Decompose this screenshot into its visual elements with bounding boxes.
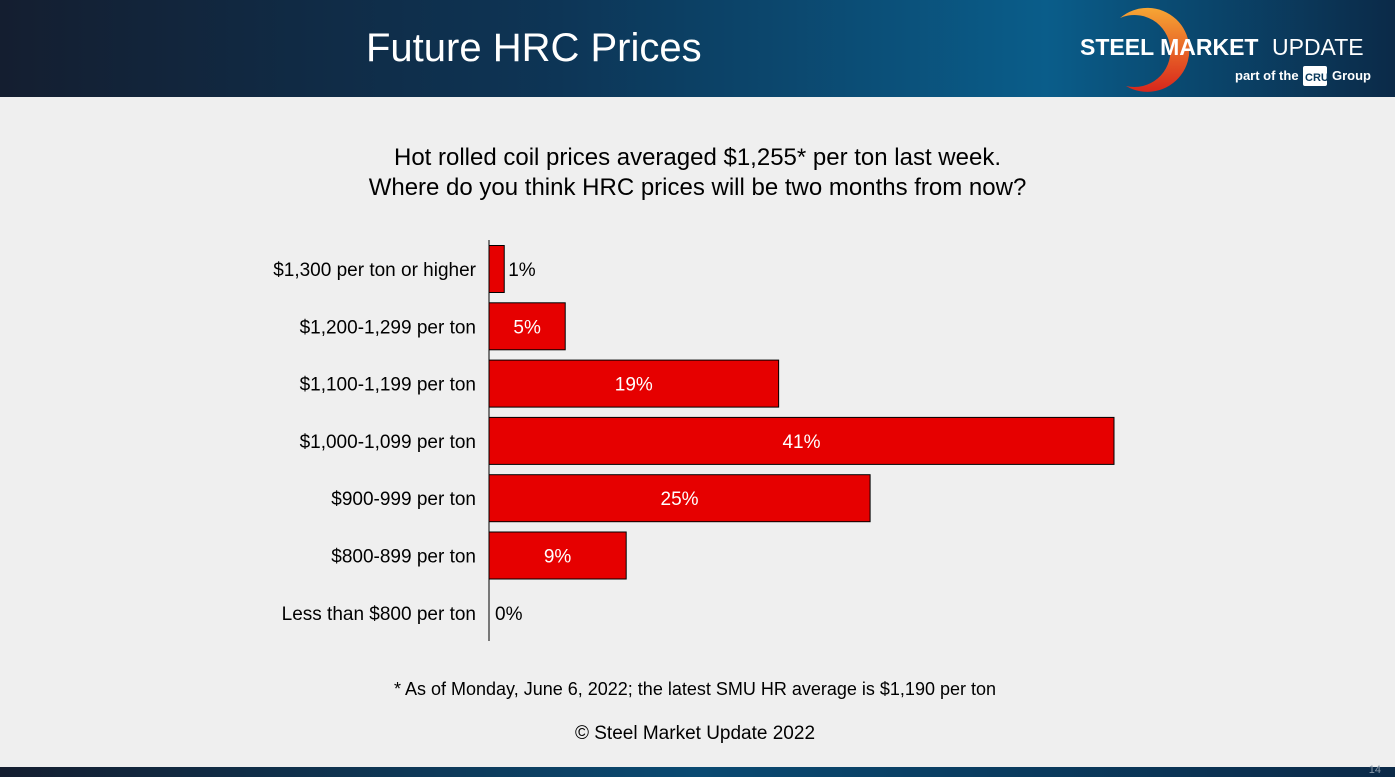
chart-question: Hot rolled coil prices averaged $1,255* … [0,143,1395,203]
data-label: 5% [513,317,541,338]
bar-chart: $1,300 per ton or higher 1% $1,200-1,299 p… [273,240,1115,641]
slide-header: Future HRC Prices STEEL MARKET UPDATE pa… [0,0,1395,97]
page-number: 14 [1368,764,1381,776]
svg-text:Group: Group [1332,68,1371,83]
data-label: 41% [782,432,820,453]
bar [488,302,566,351]
bar [488,531,627,580]
bar [488,474,871,523]
svg-text:part of the: part of the [1235,68,1299,83]
bar [488,245,505,293]
data-label: 0% [495,604,523,625]
slide-title: Future HRC Prices [366,26,702,70]
data-label: 9% [544,547,572,568]
category-label: $1,200-1,299 per ton [300,317,476,338]
category-label: $900-999 per ton [331,489,476,510]
category-label: $1,300 per ton or higher [273,260,476,281]
svg-text:CRU: CRU [1305,72,1329,84]
slide-footer [0,767,1395,777]
data-label: 25% [661,489,699,510]
subtitle-line-2: Where do you think HRC prices will be tw… [368,174,1027,201]
copyright: © Steel Market Update 2022 [574,723,816,744]
footnote: * As of Monday, June 6, 2022; the latest… [393,679,996,699]
category-label: $1,000-1,099 per ton [300,432,476,453]
bar [488,359,780,408]
subtitle-line-1: Hot rolled coil prices averaged $1,255* … [393,144,1001,171]
svg-text:UPDATE: UPDATE [1272,34,1364,60]
data-label: 1% [508,260,536,281]
category-label: Less than $800 per ton [282,604,476,625]
category-label: $800-899 per ton [331,547,476,568]
steel-market-update-logo: STEEL MARKET UPDATE part of the CRU Grou… [1080,7,1371,92]
svg-text:STEEL MARKET: STEEL MARKET [1080,34,1258,60]
data-label: 19% [615,375,653,396]
category-label: $1,100-1,199 per ton [300,375,476,396]
